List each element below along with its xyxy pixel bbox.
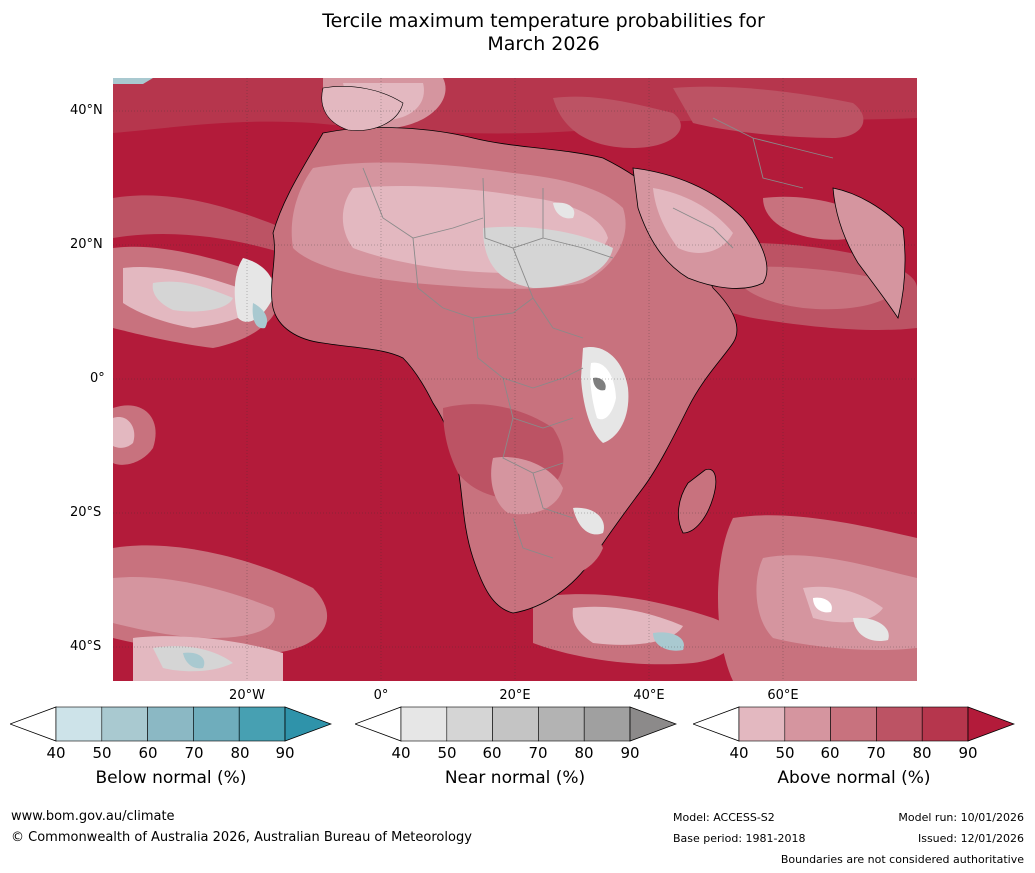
title-line-1: Tercile maximum temperature probabilitie… — [322, 10, 765, 32]
tick-label: 50 — [92, 744, 112, 762]
tick-label: 50 — [775, 744, 795, 762]
website-text: www.bom.gov.au/climate — [11, 809, 175, 824]
colorbar-segment — [492, 706, 539, 742]
colorbar-near-normal — [355, 706, 677, 742]
colorbar-label-below: Below normal (%) — [95, 768, 247, 788]
title-line-2: March 2026 — [487, 33, 600, 55]
colorbar-extend-high — [967, 706, 1015, 742]
colorbar-segment — [784, 706, 831, 742]
tick-label: 90 — [620, 744, 640, 762]
colorbar-label-near: Near normal (%) — [444, 768, 586, 788]
tick-label: 80 — [230, 744, 250, 762]
tick-label: 90 — [275, 744, 295, 762]
disclaimer-text: Boundaries are not considered authoritat… — [780, 853, 1024, 866]
tick-label: 80 — [574, 744, 594, 762]
tick-label: 40 — [729, 744, 749, 762]
colorbar-segment — [238, 706, 286, 742]
colorbar-extend-low — [10, 706, 57, 742]
colorbar-extend-high — [284, 706, 332, 742]
colorbar-extend-low — [355, 706, 402, 742]
colorbar-segment — [446, 706, 493, 742]
lon-label-40e: 40°E — [633, 688, 665, 703]
colorbar-segment — [538, 706, 585, 742]
colorbar-segment — [147, 706, 194, 742]
model-run-text: Model run: 10/01/2026 — [898, 811, 1024, 824]
colorbar-segment — [583, 706, 631, 742]
tick-label: 70 — [528, 744, 548, 762]
colorbar-segment — [830, 706, 877, 742]
colorbar-segment — [400, 706, 448, 742]
tick-label: 40 — [46, 744, 66, 762]
tick-label: 60 — [820, 744, 840, 762]
colorbar-segment — [738, 706, 786, 742]
copyright-text: © Commonwealth of Australia 2026, Austra… — [11, 830, 472, 845]
lon-label-60e: 60°E — [767, 688, 799, 703]
colorbar-extend-high — [629, 706, 677, 742]
colorbar-segment — [921, 706, 969, 742]
colorbar-segment — [193, 706, 240, 742]
colorbar-extend-low — [693, 706, 740, 742]
probability-map — [113, 78, 917, 681]
lon-label-20e: 20°E — [499, 688, 531, 703]
tick-label: 70 — [184, 744, 204, 762]
colorbar-above-normal — [693, 706, 1015, 742]
tick-label: 60 — [138, 744, 158, 762]
model-text: Model: ACCESS-S2 — [673, 811, 775, 824]
tick-label: 80 — [912, 744, 932, 762]
map-title: Tercile maximum temperature probabilitie… — [0, 10, 1035, 56]
tick-label: 60 — [482, 744, 502, 762]
lat-label-20s: 20°S — [70, 505, 102, 520]
lat-label-40s: 40°S — [70, 639, 102, 654]
colorbar-segment — [55, 706, 103, 742]
issued-text: Issued: 12/01/2026 — [917, 832, 1024, 845]
lat-label-20n: 20°N — [70, 237, 103, 252]
lat-label-40n: 40°N — [70, 103, 103, 118]
colorbar-segment — [876, 706, 923, 742]
base-period-text: Base period: 1981-2018 — [673, 832, 806, 845]
colorbar-segment — [101, 706, 148, 742]
tick-label: 50 — [437, 744, 457, 762]
lon-label-0: 0° — [373, 688, 389, 703]
tick-label: 90 — [958, 744, 978, 762]
colorbar-below-normal — [10, 706, 332, 742]
tick-label: 40 — [391, 744, 411, 762]
lon-label-20w: 20°W — [229, 688, 265, 703]
colorbar-label-above: Above normal (%) — [777, 768, 931, 788]
lat-label-eq: 0° — [90, 371, 105, 386]
tick-label: 70 — [866, 744, 886, 762]
